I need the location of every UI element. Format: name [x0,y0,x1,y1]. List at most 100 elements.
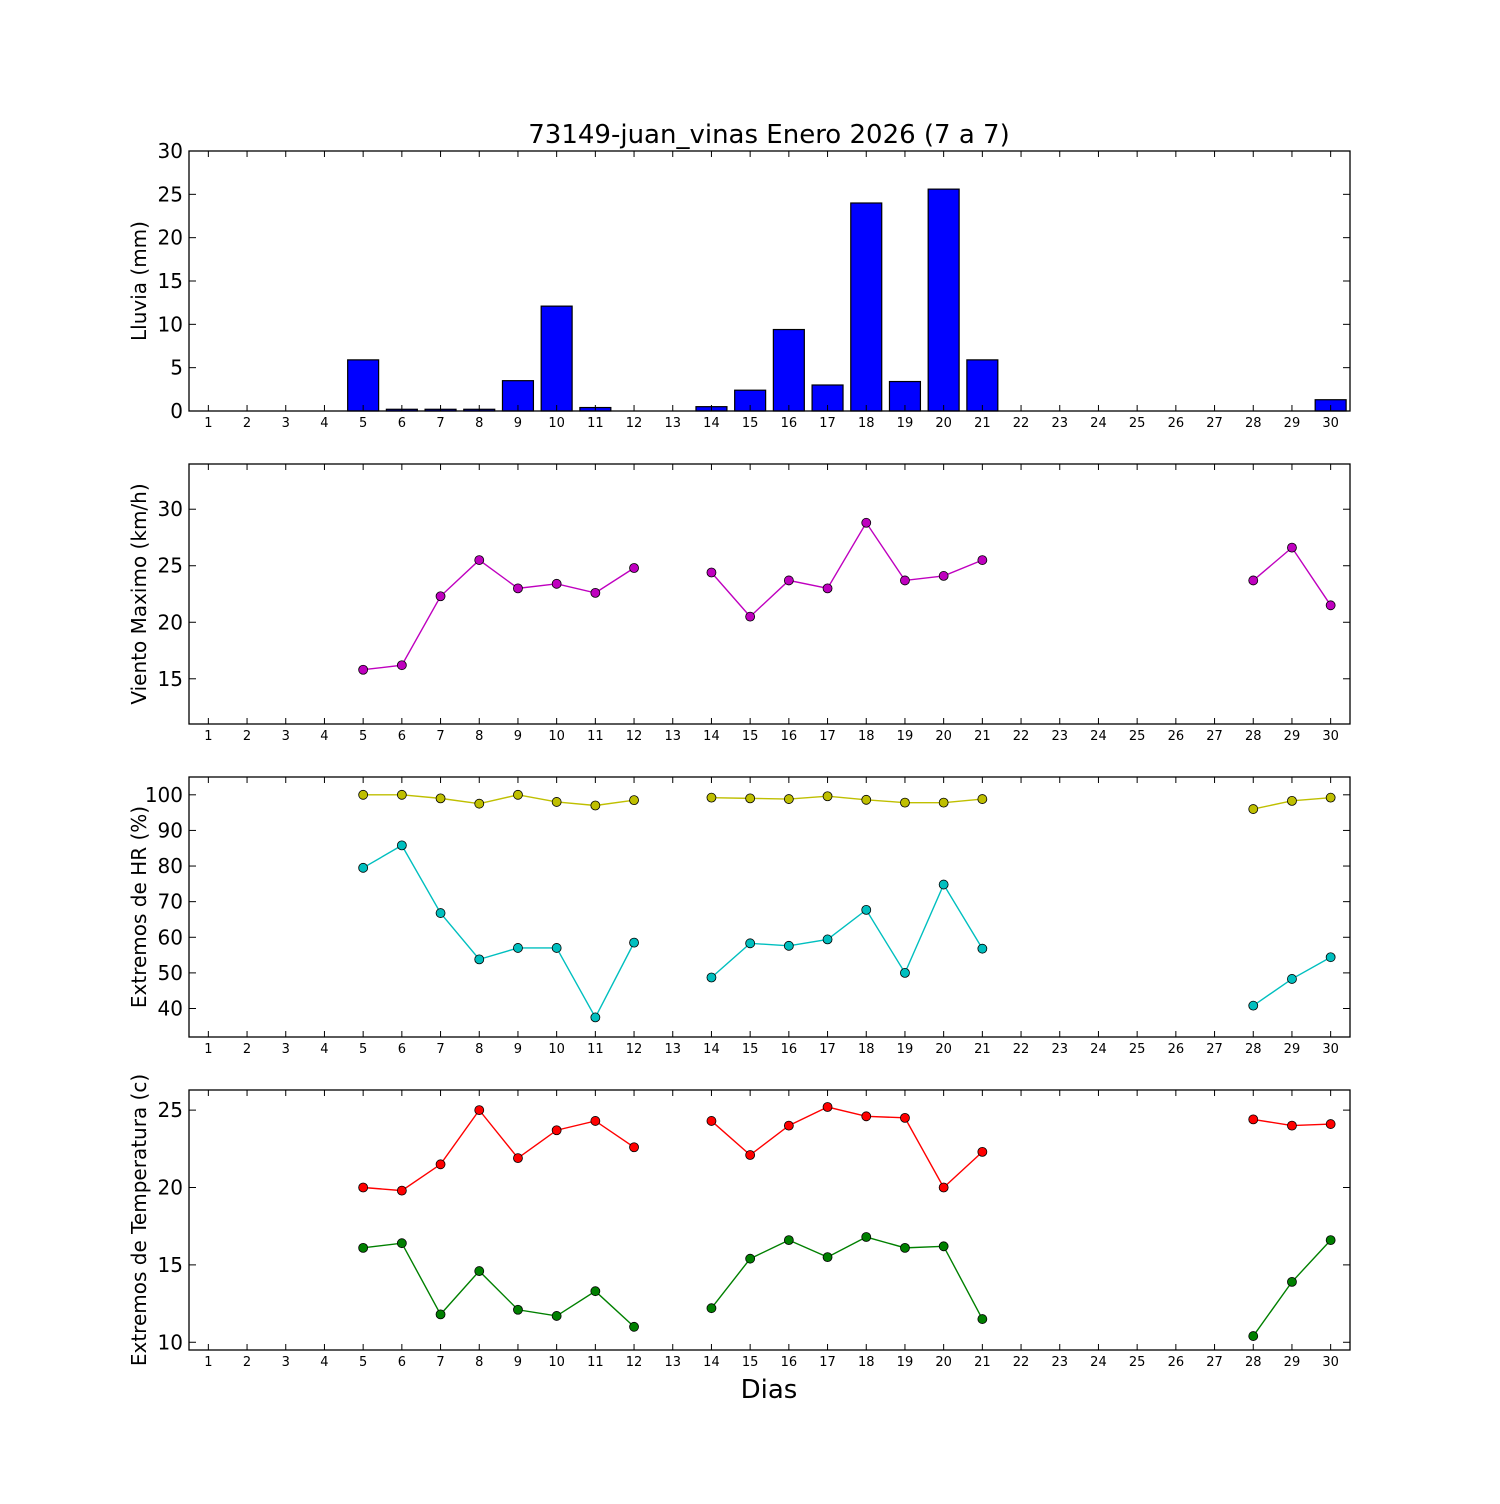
series-2-point-day-28 [1248,1331,1259,1341]
y-axis-label: Extremos de HR (%) [127,806,151,1008]
series-2-line-3 [1252,1239,1332,1337]
series-1-point-day-12 [629,563,639,573]
x-tick-label-day-24: 24 [1090,1355,1107,1370]
y-axis-label: Viento Maximo (km/h) [127,483,151,704]
series-1-point-day-5 [358,789,369,800]
x-tick-label-day-30: 30 [1322,1042,1339,1057]
x-tick-label-day-5: 5 [359,1355,367,1370]
series-1-point-day-16 [783,575,794,586]
y-tick-label: 10 [158,1330,183,1354]
y-tick-label: 25 [158,182,183,206]
x-tick-label-day-12: 12 [626,1355,643,1370]
series-2-point-day-12 [629,937,639,948]
y-tick-label: 15 [158,1253,183,1277]
series-1-point-day-15 [745,1150,756,1160]
series-1-point-day-15 [745,611,756,622]
x-tick-label-day-13: 13 [664,416,681,431]
x-tick-label-day-5: 5 [359,729,367,744]
x-tick-label-day-21: 21 [974,416,991,431]
x-tick-label-day-17: 17 [819,1355,836,1370]
series-1-point-day-8 [474,1105,485,1116]
series-1-point-day-17 [822,583,833,594]
series-1-point-day-29 [1287,1120,1297,1131]
series-1-point-day-7 [435,591,446,602]
series-2-point-day-8 [474,1266,485,1276]
series-2-point-day-7 [435,1309,446,1320]
series-1-point-day-28 [1248,1114,1259,1125]
x-tick-label-day-20: 20 [935,416,952,431]
x-tick-label-day-24: 24 [1090,416,1107,431]
series-2-point-day-7 [435,908,446,918]
x-tick-label-day-29: 29 [1284,416,1301,431]
x-tick-label-day-14: 14 [703,416,720,431]
series-2-point-day-30 [1325,1235,1336,1246]
series-1-point-day-17 [822,791,833,802]
series-2-line-2 [710,1236,983,1320]
series-2-point-day-18 [861,904,872,915]
x-tick-label-day-20: 20 [935,1355,952,1370]
x-tick-label-day-1: 1 [204,729,212,744]
series-2-point-day-14 [706,1303,717,1314]
series-1-point-day-19 [900,797,910,808]
x-tick-label-day-2: 2 [243,416,251,431]
series-2-line-1 [363,1242,635,1328]
x-tick-label-day-2: 2 [243,729,251,744]
x-tick-label-day-30: 30 [1322,1355,1339,1370]
series-1-point-day-6 [396,660,407,671]
x-tick-label-day-30: 30 [1322,729,1339,744]
x-tick-label-day-4: 4 [320,729,328,744]
series-1-point-day-10 [551,578,562,589]
x-tick-label-day-24: 24 [1090,1042,1107,1057]
series-1-point-day-9 [513,789,523,800]
x-tick-label-day-27: 27 [1206,1355,1223,1370]
series-2-point-day-21 [977,1314,988,1324]
x-tick-label-day-27: 27 [1206,416,1223,431]
y-tick-label: 30 [158,497,183,521]
x-tick-label-day-14: 14 [703,729,720,744]
series-2-point-day-12 [629,1321,639,1332]
x-tick-label-day-1: 1 [204,1042,212,1057]
x-tick-label-day-19: 19 [897,1042,914,1057]
series-1-point-day-6 [396,789,407,800]
panel-frame [188,1089,1351,1351]
series-1-point-day-21 [977,1147,988,1157]
series-1-line-1 [363,1108,635,1192]
series-2-point-day-9 [513,943,523,953]
x-tick-label-day-25: 25 [1129,1042,1146,1057]
x-tick-label-day-10: 10 [548,1355,565,1370]
series-1-point-day-20 [938,1182,949,1193]
series-1-point-day-17 [822,1102,833,1112]
x-tick-label-day-26: 26 [1168,416,1185,431]
series-1-point-day-12 [629,795,639,806]
x-tick-label-day-3: 3 [282,1355,290,1370]
series-2-point-day-29 [1287,974,1297,984]
series-2-point-day-5 [358,1242,369,1253]
series-2-point-day-19 [900,967,910,978]
x-tick-label-day-4: 4 [320,416,328,431]
series-1-line-1 [363,794,635,807]
panel-frame [188,463,1351,725]
x-tick-label-day-28: 28 [1245,1042,1262,1057]
x-tick-label-day-15: 15 [742,1042,759,1057]
series-1-point-day-30 [1325,792,1336,803]
x-tick-label-day-28: 28 [1245,416,1262,431]
x-axis-label: Dias [741,1375,798,1405]
x-tick-label-day-6: 6 [398,416,406,431]
series-2-point-day-16 [783,1235,794,1246]
series-1-point-day-6 [396,1185,407,1196]
x-tick-label-day-16: 16 [781,1042,798,1057]
x-tick-label-day-8: 8 [475,416,483,431]
x-tick-label-day-22: 22 [1013,1355,1030,1370]
series-1-point-day-30 [1325,600,1336,611]
x-tick-label-day-21: 21 [974,1355,991,1370]
bar-day-10 [540,305,573,412]
x-tick-label-day-7: 7 [436,729,444,744]
series-2-point-day-17 [822,1252,833,1263]
series-1-line-2 [710,1106,983,1189]
series-1-point-day-21 [977,794,988,804]
series-2-point-day-11 [590,1286,601,1297]
x-tick-label-day-25: 25 [1129,729,1146,744]
x-tick-label-day-1: 1 [204,1355,212,1370]
